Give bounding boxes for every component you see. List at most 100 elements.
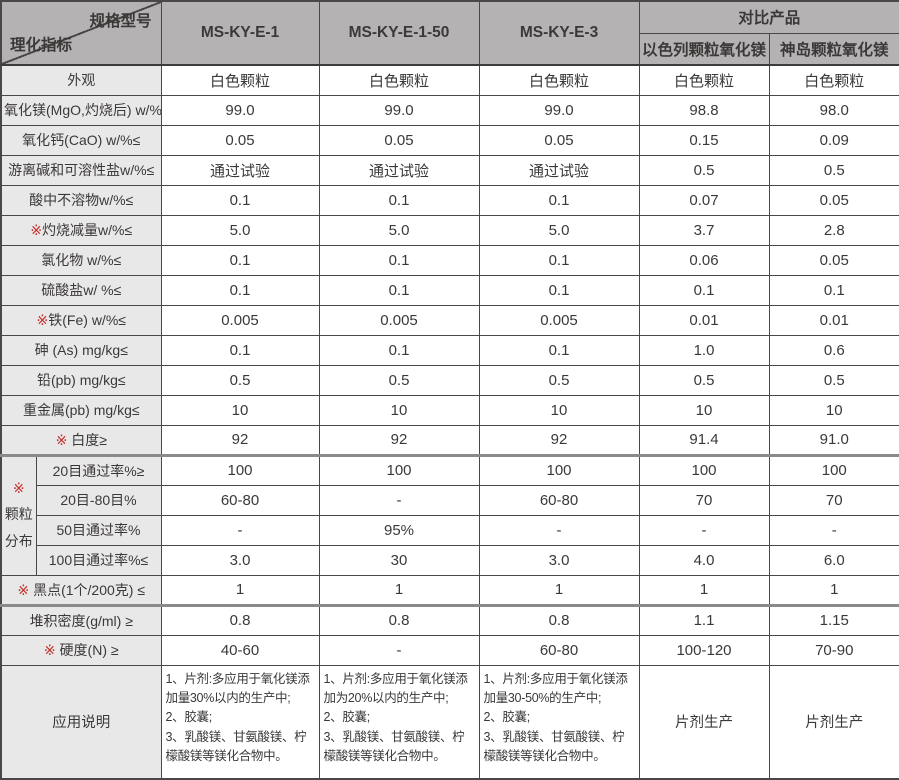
- value-cell: 白色颗粒: [160, 64, 320, 96]
- granule-distribution-row: 20目-80目% 60-80-60-80 70 70: [1, 484, 899, 516]
- table-row: 铅(pb) mg/kg≤ 0.5 0.5 0.5 0.5 0.5: [0, 364, 899, 396]
- value-cell: 100: [478, 454, 640, 486]
- value-cell: 0.1: [478, 274, 640, 306]
- value-cell: 0.09: [768, 124, 899, 156]
- value-cell: 0.6: [768, 334, 899, 366]
- table-row: 堆积密度(g/ml) ≥0.8 0.8 0.8 1.1 1.15: [0, 604, 899, 636]
- value-cell: 0.005: [318, 304, 480, 336]
- table-row: ※铁(Fe) w/%≤ 0.005 0.005 0.005 0.01 0.01: [0, 304, 899, 336]
- column-header-comparison-1: 以色列颗粒氧化镁: [638, 32, 770, 66]
- row-label: 游离碱和可溶性盐w/%≤: [0, 154, 162, 186]
- value-cell: 0.01: [768, 304, 899, 336]
- value-cell: 100-120: [638, 634, 770, 666]
- value-cell: 0.8: [478, 604, 640, 636]
- value-cell: 1: [768, 574, 899, 607]
- value-cell: 0.05: [160, 124, 320, 156]
- table-row: 游离碱和可溶性盐w/%≤ 通过试验 通过试验 通过试验 0.5 0.5: [0, 154, 899, 186]
- value-cell: 70: [768, 484, 899, 516]
- value-cell: 99.0: [160, 94, 320, 126]
- corner-label-spec-model: 规格型号: [89, 13, 152, 30]
- application-comparison-cell: 片剂生产: [638, 664, 770, 780]
- row-label: 铅(pb) mg/kg≤: [0, 364, 162, 396]
- value-cell: 10: [768, 394, 899, 426]
- value-cell: 0.1: [160, 244, 320, 276]
- table-row: ※灼烧减量w/%≤ 5.0 5.0 5.0 3.7 2.8: [0, 214, 899, 246]
- value-cell: 0.5: [478, 364, 640, 396]
- value-cell: 100: [160, 454, 320, 486]
- value-cell: 0.05: [318, 124, 480, 156]
- row-label-text: 砷 (As) mg/kg≤: [34, 342, 128, 358]
- row-label-text: 黑点(1个/200克) ≤: [29, 581, 146, 598]
- table-row: ※ 黑点(1个/200克) ≤1 1 1 1 1: [0, 574, 899, 607]
- value-cell: 0.01: [638, 304, 770, 336]
- value-cell: 95%: [318, 514, 480, 546]
- granule-sub-label: 100目通过率%≤: [35, 544, 162, 576]
- value-cell: 通过试验: [478, 154, 640, 186]
- value-cell: 1.15: [768, 604, 899, 636]
- value-cell: 0.005: [478, 304, 640, 336]
- table-header: 规格型号 理化指标 MS-KY-E-1 MS-KY-E-1-50 MS-KY-E…: [0, 0, 899, 66]
- application-comparison-cell: 片剂生产: [768, 664, 899, 780]
- value-cell: 1.0: [638, 334, 770, 366]
- value-cell: 0.1: [318, 184, 480, 216]
- value-cell: 0.06: [638, 244, 770, 276]
- group-label-line: 颗粒: [4, 506, 33, 522]
- value-cell: 3.0: [160, 544, 320, 576]
- value-cell: 0.1: [318, 244, 480, 276]
- value-cell: -: [768, 514, 899, 546]
- table-row: 酸中不溶物w/%≤ 0.1 0.1 0.1 0.07 0.05: [0, 184, 899, 216]
- application-row: 应用说明 1、片剂:多应用于氧化镁添加量30%以内的生产中; 2、胶囊; 3、乳酸…: [0, 664, 899, 780]
- row-label-text: 酸中不溶物w/%≤: [29, 192, 134, 208]
- value-cell: 0.07: [638, 184, 770, 216]
- value-cell: 1: [478, 574, 640, 607]
- value-cell: 2.8: [768, 214, 899, 246]
- table-row: 外观 白色颗粒 白色颗粒 白色颗粒 白色颗粒 白色颗粒: [0, 64, 899, 96]
- value-cell: 0.1: [768, 274, 899, 306]
- row-label: 氧化钙(CaO) w/%≤: [0, 124, 162, 156]
- row-label: 酸中不溶物w/%≤: [0, 184, 162, 216]
- row-label-text: 游离碱和可溶性盐w/%≤: [8, 162, 155, 178]
- value-cell: 0.1: [318, 274, 480, 306]
- red-asterisk-mark: ※: [12, 480, 25, 496]
- application-note-cell: 1、片剂:多应用于氧化镁添加为20%以内的生产中; 2、胶囊; 3、乳酸镁、甘氨…: [318, 664, 480, 780]
- application-row-label: 应用说明: [0, 664, 162, 780]
- value-cell: 10: [160, 394, 320, 426]
- granule-distribution-row: 50目通过率% -95% - - -: [1, 514, 899, 546]
- table-row: 重金属(pb) mg/kg≤ 10 10 10 10 10: [0, 394, 899, 426]
- value-cell: 通过试验: [318, 154, 480, 186]
- value-cell: 0.1: [478, 184, 640, 216]
- value-cell: 白色颗粒: [638, 64, 770, 96]
- row-label-text: 铁(Fe) w/%≤: [48, 312, 126, 328]
- value-cell: 30: [318, 544, 480, 576]
- value-cell: 白色颗粒: [478, 64, 640, 96]
- value-cell: 10: [638, 394, 770, 426]
- granule-group-label: ※ 颗粒 分布: [0, 454, 37, 576]
- value-cell: 98.8: [638, 94, 770, 126]
- value-cell: 1: [638, 574, 770, 607]
- column-header-product-3: MS-KY-E-3: [478, 0, 640, 66]
- value-cell: 1: [160, 574, 320, 607]
- table-row: ※ 白度≥ 92 92 92 91.4 91.0: [0, 424, 899, 457]
- table-row: 氧化镁(MgO,灼烧后) w/%≥ 99.0 99.0 99.0 98.8 98.0: [0, 94, 899, 126]
- value-cell: 0.05: [768, 244, 899, 276]
- value-cell: -: [478, 514, 640, 546]
- row-label: ※ 白度≥: [0, 424, 162, 457]
- column-header-comparison-group: 对比产品: [638, 0, 899, 34]
- value-cell: 0.5: [768, 154, 899, 186]
- row-label-text: 堆积密度(g/ml) ≥: [29, 612, 133, 629]
- value-cell: 0.5: [638, 364, 770, 396]
- red-asterisk-mark: ※: [17, 581, 30, 598]
- table-row: 硫酸盐w/ %≤ 0.1 0.1 0.1 0.1 0.1: [0, 274, 899, 306]
- row-label: 氧化镁(MgO,灼烧后) w/%≥: [0, 94, 162, 126]
- red-asterisk-mark: ※: [36, 312, 49, 328]
- granule-sub-label: 20目-80目%: [35, 484, 162, 516]
- column-header-comparison-2: 神岛颗粒氧化镁: [768, 32, 899, 66]
- value-cell: 通过试验: [160, 154, 320, 186]
- row-label-text: 氧化镁(MgO,灼烧后) w/%≥: [4, 102, 161, 118]
- row-label-text: 氯化物 w/%≤: [41, 252, 122, 268]
- row-label: 重金属(pb) mg/kg≤: [0, 394, 162, 426]
- value-cell: 0.1: [160, 274, 320, 306]
- value-cell: 0.5: [160, 364, 320, 396]
- value-cell: 0.5: [638, 154, 770, 186]
- corner-label-indicator: 理化指标: [10, 37, 73, 54]
